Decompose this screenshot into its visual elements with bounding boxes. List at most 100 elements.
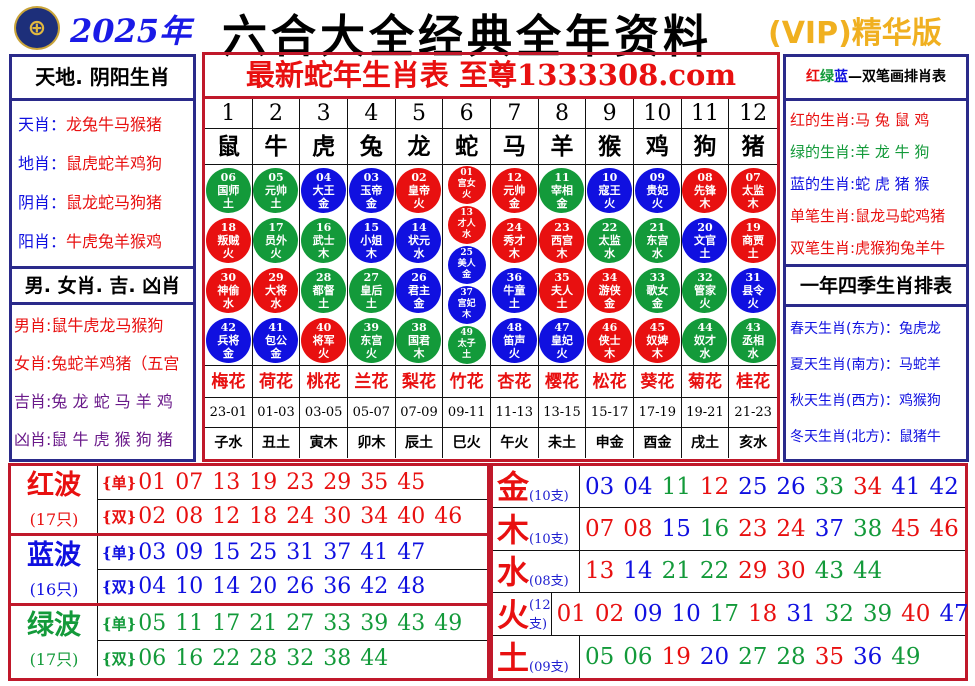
number-row: 1 2 3 4 5 6 7 8 9 10 11 12	[205, 99, 777, 129]
column-number: 12	[739, 101, 768, 126]
ball-number: 23	[554, 220, 570, 234]
zodiac-cell: 鼠	[205, 129, 253, 165]
number-ball: 37 宫妃木	[447, 286, 486, 324]
flower-cell: 葵花	[634, 366, 682, 398]
item-value: 鼠 牛 虎 猴 狗 猪	[51, 430, 173, 449]
element-row: 水 (08支) 13 14 21 22 29 30 43 44	[493, 550, 965, 594]
element-number: 03	[585, 473, 615, 500]
zodiac-cell: 牛	[253, 129, 301, 165]
item-value: 鼠龙马蛇鸡猪	[855, 207, 946, 225]
number-ball: 44 奴才水	[682, 317, 728, 363]
ball-number: 08	[697, 170, 713, 184]
color-stroke-item: 蓝的生肖:蛇 虎 猪 猴	[786, 168, 966, 200]
number-ball: 27 皇后土	[348, 267, 394, 313]
number-ball: 24 秀才木	[491, 217, 537, 263]
ball-element: 水	[699, 346, 711, 360]
number-ball: 20 文官土	[682, 217, 728, 263]
gender-luck-item: 男肖:鼠牛虎龙马猴狗	[12, 307, 193, 345]
element-count: (10支)	[529, 531, 569, 547]
ball-number: 03	[363, 170, 379, 184]
ball-column: 08 先锋木 20 文官土 32 管家火 44 奴才水	[682, 165, 730, 365]
item-key: 地肖：	[18, 154, 67, 173]
ball-number: 02	[411, 170, 427, 184]
column-number: 8	[539, 99, 587, 129]
ball-number: 31	[745, 270, 761, 284]
even-label: {双}	[102, 577, 137, 596]
ball-number: 01	[460, 168, 473, 178]
hour-cell: 09-11	[443, 398, 491, 428]
number-ball: 48 笛声火	[491, 317, 537, 363]
ball-number: 15	[363, 220, 379, 234]
wave-count: (17只)	[29, 650, 79, 669]
ball-title: 奴婢	[646, 333, 669, 347]
wave-number: 03	[138, 539, 167, 565]
zodiac-cell: 鸡	[634, 129, 682, 165]
number-ball: 46 侠士木	[587, 317, 633, 363]
element-number: 20	[699, 643, 730, 670]
ball-title: 游侠	[598, 283, 621, 297]
element-row: 火(12支)010209101718313239404748	[493, 593, 969, 636]
ball-number: 21	[649, 220, 665, 234]
number-ball: 47 皇妃火	[539, 317, 585, 363]
element-number: 13	[585, 558, 615, 585]
ball-element: 水	[270, 296, 282, 310]
wave-number: 36	[323, 573, 352, 599]
column-number: 2	[253, 99, 301, 129]
season-item: 春天生肖(东方)：兔虎龙	[786, 311, 966, 347]
number-ball: 29 大将水	[253, 267, 299, 313]
ball-element: 金	[556, 196, 568, 210]
ball-element: 木	[604, 346, 616, 360]
seasons-list: 春天生肖(东方)：兔虎龙 夏天生肖(南方)：马蛇羊 秋天生肖(西方)：鸡猴狗 冬天生肖…	[786, 307, 966, 455]
item-key: 凶肖:	[14, 430, 52, 449]
element-number: 02	[594, 600, 625, 627]
element-numbers: 03 04 11 12 25 26 33 34 41 42	[580, 466, 965, 507]
ball-number: 42	[220, 320, 236, 334]
ball-number: 34	[602, 270, 618, 284]
wave-number: 48	[397, 573, 426, 599]
odd-label: {单}	[102, 614, 137, 633]
number-ball: 03 玉帝金	[348, 167, 394, 213]
zodiac-cell: 蛇	[443, 129, 491, 165]
ball-title: 才人	[457, 219, 476, 229]
number-ball: 11 宰相金	[539, 167, 585, 213]
element-row: 木 (10支) 07 08 15 16 23 24 37 38 45 46	[493, 508, 965, 551]
column-number: 5	[396, 99, 444, 129]
ball-number: 22	[602, 220, 618, 234]
ball-number: 24	[506, 220, 522, 234]
hour-cell: 11-13	[491, 398, 539, 428]
flower-cell: 梅花	[205, 366, 253, 398]
ball-number: 07	[745, 170, 761, 184]
ball-element: 金	[318, 196, 330, 210]
element-number: 18	[748, 600, 778, 627]
ball-title: 东宫	[646, 233, 669, 247]
column-number: 6	[443, 99, 491, 129]
title-text: 最新蛇年生肖表	[245, 58, 449, 92]
ball-title: 寇王	[598, 183, 621, 197]
ball-number: 49	[460, 328, 473, 338]
wave-label: 红波 (17只)	[11, 466, 98, 533]
wave-number: 12	[212, 503, 241, 529]
color-stroke-title: 红绿蓝—双笔画排肖表	[786, 57, 966, 101]
number-ball: 33 歌女金	[634, 267, 680, 313]
item-key: 秋天生肖(西方)：	[790, 393, 899, 409]
wave-even-row: {双} 06 16 22 28 32 38 44	[98, 641, 487, 676]
logo-mark-icon: ⊕	[27, 15, 47, 41]
hour-row: 23-01 01-03 03-05 05-07 07-09 09-11 11-13 13-15…	[205, 398, 777, 428]
wave-number: 13	[212, 469, 241, 495]
ball-column: 09 贵妃火 21 东宫水 33 歌女金 45 奴婢木	[634, 165, 682, 365]
element-number: 19	[661, 643, 691, 670]
ball-element: 木	[413, 346, 425, 360]
ball-element: 金	[365, 196, 377, 210]
ball-number: 16	[316, 220, 332, 234]
even-label: {双}	[102, 507, 137, 526]
element-number: 43	[814, 558, 844, 585]
odd-label: {单}	[102, 473, 137, 492]
column-number: 1	[205, 99, 253, 129]
ball-column: 06 国师土 18 叛贼火 30 神偷水 42 兵将金	[205, 165, 253, 365]
wave-number: 24	[286, 503, 315, 529]
number-ball: 45 奴婢木	[634, 317, 680, 363]
item-value: 牛虎兔羊猴鸡	[66, 232, 163, 251]
element-number: 39	[862, 600, 893, 627]
ball-element: 火	[222, 246, 234, 260]
number-ball: 34 游侠金	[587, 267, 633, 313]
